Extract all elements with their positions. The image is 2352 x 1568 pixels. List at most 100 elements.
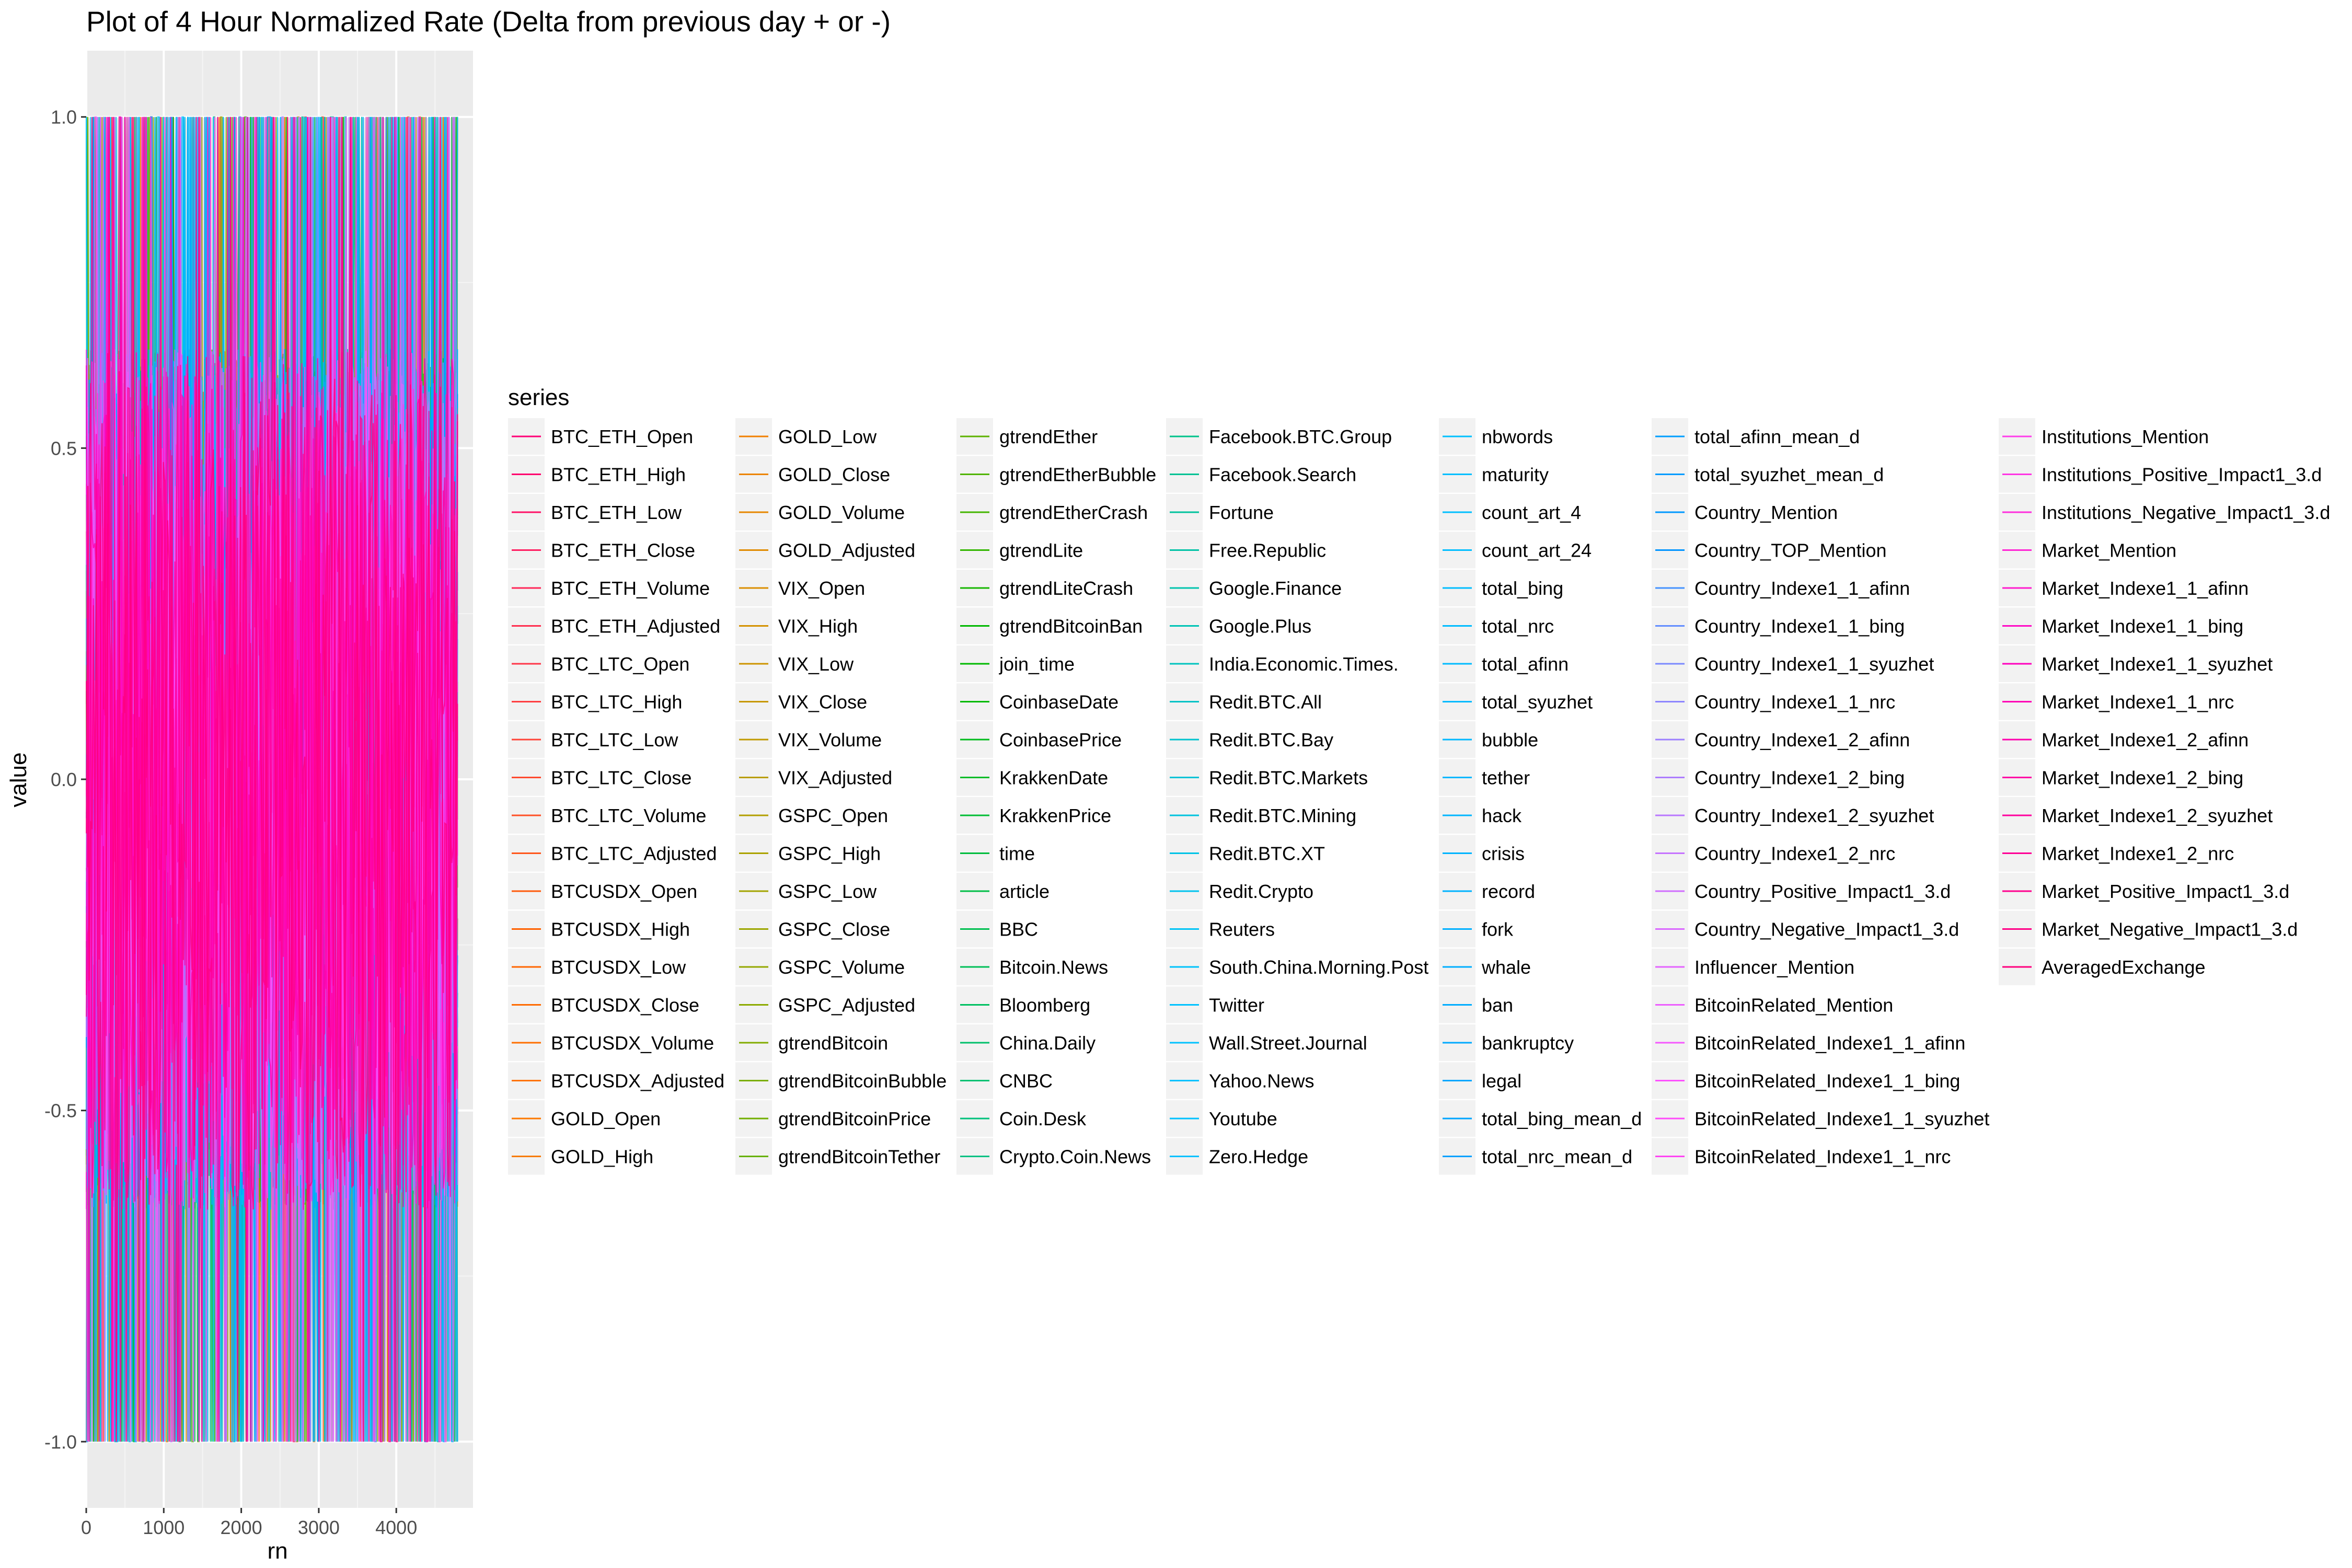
legend-label: fork — [1482, 919, 1514, 940]
legend-label: CNBC — [999, 1070, 1053, 1092]
legend-label: China.Daily — [999, 1032, 1096, 1054]
legend-label: Country_Indexe1_2_bing — [1694, 767, 1905, 789]
legend-label: Country_Indexe1_1_afinn — [1694, 578, 1910, 599]
legend-label: nbwords — [1482, 426, 1553, 447]
legend-label: Reuters — [1209, 919, 1275, 940]
legend-label: bankruptcy — [1482, 1032, 1574, 1054]
legend-label: GOLD_Adjusted — [778, 540, 915, 561]
legend: series BTC_ETH_Open BTC_ETH_High BTC_ETH_L… — [508, 385, 2330, 1175]
y-tick-label: 0.5 — [51, 437, 77, 459]
y-tick-label: -0.5 — [44, 1100, 77, 1122]
legend-label: Institutions_Mention — [2042, 426, 2209, 447]
y-tick-label: -1.0 — [44, 1431, 77, 1452]
legend-label: gtrendBitcoinBan — [999, 616, 1143, 637]
legend-label: gtrendEtherBubble — [999, 464, 1156, 486]
legend-label: article — [999, 881, 1050, 902]
legend-label: BTC_ETH_Close — [551, 540, 695, 561]
legend-label: Redit.BTC.All — [1209, 691, 1322, 713]
legend-label: total_bing_mean_d — [1482, 1108, 1642, 1129]
legend-label: Market_Mention — [2042, 540, 2176, 561]
legend-label: total_syuzhet_mean_d — [1694, 464, 1884, 486]
legend-label: total_bing — [1482, 578, 1563, 599]
legend-label: GSPC_Low — [778, 881, 877, 902]
legend-label: Market_Indexe1_2_bing — [2042, 767, 2243, 789]
legend-label: Market_Indexe1_1_syuzhet — [2042, 653, 2273, 675]
legend-label: Facebook.Search — [1209, 464, 1356, 486]
legend-label: time — [999, 843, 1035, 864]
legend-label: BitcoinRelated_Indexe1_1_syuzhet — [1694, 1108, 1989, 1129]
legend-label: total_afinn — [1482, 653, 1569, 675]
legend-label: AveragedExchange — [2042, 956, 2206, 978]
legend-label: Country_TOP_Mention — [1694, 540, 1887, 561]
legend-label: KrakkenDate — [999, 767, 1108, 789]
legend-label: total_nrc — [1482, 616, 1554, 637]
legend-label: ban — [1482, 995, 1513, 1016]
legend-label: Market_Indexe1_1_nrc — [2042, 691, 2234, 713]
legend-label: GOLD_Low — [778, 426, 877, 447]
legend-label: total_nrc_mean_d — [1482, 1146, 1632, 1168]
legend-label: count_art_24 — [1482, 540, 1592, 561]
legend-label: BitcoinRelated_Indexe1_1_afinn — [1694, 1032, 1965, 1054]
legend-label: Fortune — [1209, 502, 1274, 523]
legend-label: Country_Indexe1_2_afinn — [1694, 729, 1910, 751]
legend-label: GSPC_Close — [778, 919, 890, 940]
legend-label: BTC_LTC_Volume — [551, 805, 706, 826]
legend-label: hack — [1482, 805, 1522, 826]
legend-label: Market_Indexe1_1_afinn — [2042, 578, 2249, 599]
legend-label: Google.Finance — [1209, 578, 1342, 599]
series-lines — [86, 116, 458, 1443]
legend-title: series — [508, 385, 569, 410]
legend-label: Country_Mention — [1694, 502, 1838, 523]
legend-label: GSPC_Open — [778, 805, 888, 826]
legend-label: CoinbasePrice — [999, 729, 1122, 751]
legend-label: Redit.BTC.Bay — [1209, 729, 1333, 751]
legend-label: GSPC_Volume — [778, 956, 905, 978]
y-tick-label: 0.0 — [51, 769, 77, 790]
legend-label: Country_Indexe1_2_syuzhet — [1694, 805, 1934, 826]
legend-label: VIX_Volume — [778, 729, 882, 751]
legend-label: total_syuzhet — [1482, 691, 1593, 713]
legend-label: Country_Indexe1_1_nrc — [1694, 691, 1895, 713]
x-tick-label: 4000 — [375, 1517, 417, 1538]
legend-label: BTC_LTC_High — [551, 691, 682, 713]
legend-label: Market_Negative_Impact1_3.d — [2042, 919, 2298, 940]
legend-label: Google.Plus — [1209, 616, 1311, 637]
legend-label: Institutions_Negative_Impact1_3.d — [2042, 502, 2330, 523]
legend-label: Coin.Desk — [999, 1108, 1087, 1129]
legend-label: BTC_LTC_Open — [551, 653, 689, 675]
legend-label: BTCUSDX_High — [551, 919, 690, 940]
legend-label: GSPC_High — [778, 843, 881, 864]
legend-label: Zero.Hedge — [1209, 1146, 1308, 1168]
legend-label: BTC_ETH_Low — [551, 502, 682, 523]
legend-label: record — [1482, 881, 1535, 902]
legend-label: VIX_Adjusted — [778, 767, 892, 789]
legend-label: Bitcoin.News — [999, 956, 1108, 978]
legend-label: Market_Indexe1_2_syuzhet — [2042, 805, 2273, 826]
series-line — [86, 117, 458, 1443]
legend-label: VIX_Open — [778, 578, 865, 599]
legend-label: gtrendBitcoinBubble — [778, 1070, 947, 1092]
legend-label: whale — [1481, 956, 1531, 978]
x-axis-label: rn — [267, 1538, 287, 1564]
legend-label: Influencer_Mention — [1694, 956, 1854, 978]
legend-label: Institutions_Positive_Impact1_3.d — [2042, 464, 2322, 486]
legend-label: Youtube — [1209, 1108, 1277, 1129]
legend-label: Country_Positive_Impact1_3.d — [1694, 881, 1951, 902]
legend-label: bubble — [1482, 729, 1538, 751]
legend-label: BTCUSDX_Adjusted — [551, 1070, 724, 1092]
legend-label: BTC_ETH_Volume — [551, 578, 710, 599]
legend-label: BTC_ETH_Adjusted — [551, 616, 720, 637]
x-tick-label: 2000 — [221, 1517, 262, 1538]
legend-label: BitcoinRelated_Indexe1_1_bing — [1694, 1070, 1960, 1092]
plot-panel — [85, 51, 473, 1508]
legend-label: BitcoinRelated_Indexe1_1_nrc — [1694, 1146, 1951, 1168]
legend-label: legal — [1482, 1070, 1521, 1092]
chart-title: Plot of 4 Hour Normalized Rate (Delta fr… — [86, 5, 891, 38]
legend-label: Free.Republic — [1209, 540, 1326, 561]
legend-label: gtrendEtherCrash — [999, 502, 1148, 523]
legend-label: BTCUSDX_Open — [551, 881, 697, 902]
legend-label: BTCUSDX_Low — [551, 956, 686, 978]
legend-label: VIX_Close — [778, 691, 867, 713]
